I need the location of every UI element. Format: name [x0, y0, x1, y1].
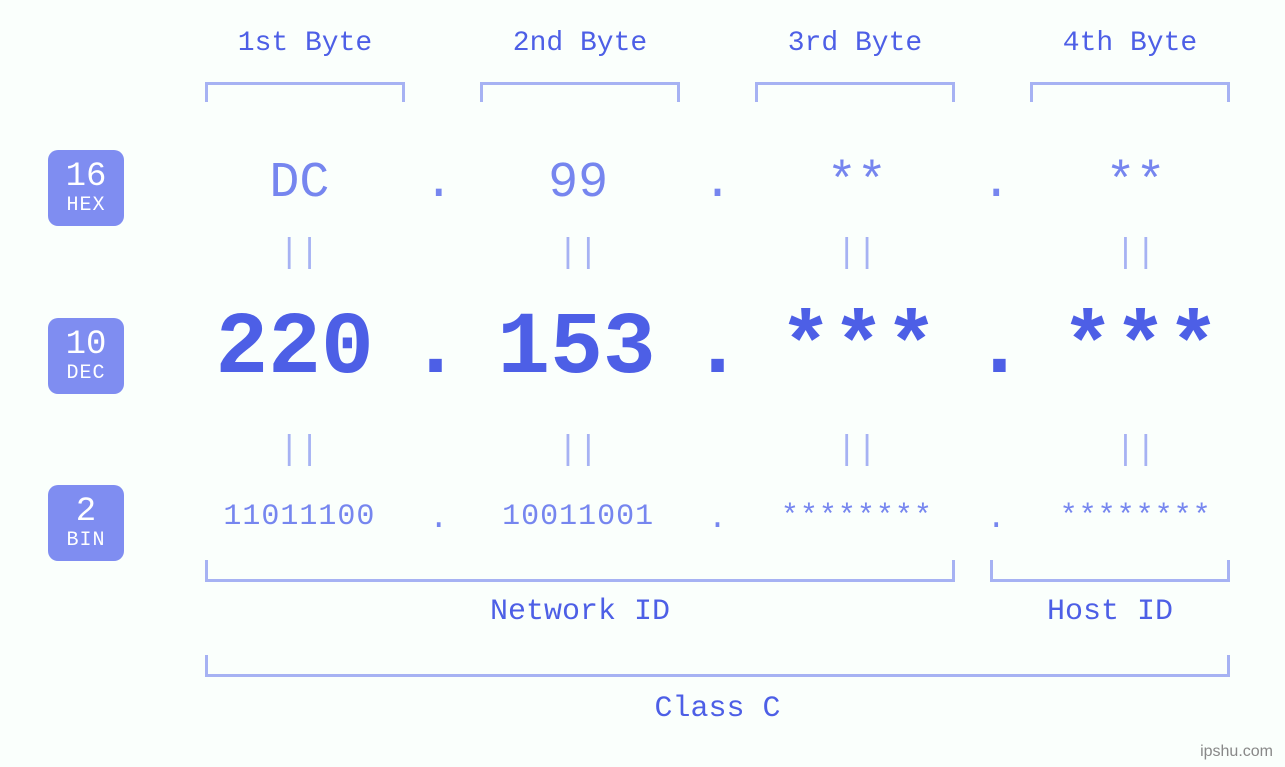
badge-hex-txt: HEX: [66, 195, 105, 216]
hex-row: DC . 99 . ** . **: [180, 155, 1255, 212]
badge-bin: 2 BIN: [48, 485, 124, 561]
class-label: Class C: [205, 692, 1230, 726]
dec-byte-3: ***: [744, 300, 973, 399]
byte-header-3: 3rd Byte: [755, 28, 955, 59]
watermark-text: ipshu.com: [1200, 743, 1273, 761]
hex-byte-1: DC: [180, 155, 419, 212]
byte-bracket-4: [1030, 82, 1230, 102]
hex-byte-2: 99: [459, 155, 698, 212]
bin-byte-2: 10011001: [459, 500, 698, 537]
equals-icon: ||: [1016, 432, 1255, 470]
badge-hex-num: 16: [66, 160, 107, 196]
hex-byte-4: **: [1016, 155, 1255, 212]
dot-icon: .: [973, 300, 1026, 399]
badge-hex: 16 HEX: [48, 150, 124, 226]
badge-dec-txt: DEC: [66, 363, 105, 384]
equals-icon: ||: [1016, 235, 1255, 273]
dot-icon: .: [976, 500, 1016, 537]
dot-icon: .: [698, 500, 738, 537]
equals-row-2: || || || ||: [180, 432, 1255, 470]
bin-row: 11011100 . 10011001 . ******** . *******…: [180, 500, 1255, 537]
byte-bracket-2: [480, 82, 680, 102]
byte-bracket-1: [205, 82, 405, 102]
bin-byte-3: ********: [738, 500, 977, 537]
byte-bracket-3: [755, 82, 955, 102]
host-id-bracket: [990, 560, 1230, 582]
byte-header-2: 2nd Byte: [480, 28, 680, 59]
dec-byte-1: 220: [180, 300, 409, 399]
dot-icon: .: [419, 155, 459, 212]
dot-icon: .: [419, 500, 459, 537]
dec-row: 220 . 153 . *** . ***: [180, 300, 1255, 399]
badge-bin-num: 2: [76, 495, 96, 531]
bin-byte-1: 11011100: [180, 500, 419, 537]
equals-icon: ||: [180, 235, 419, 273]
dot-icon: .: [409, 300, 462, 399]
badge-dec-num: 10: [66, 328, 107, 364]
dot-icon: .: [698, 155, 738, 212]
equals-icon: ||: [180, 432, 419, 470]
badge-bin-txt: BIN: [66, 530, 105, 551]
equals-icon: ||: [738, 235, 977, 273]
dot-icon: .: [976, 155, 1016, 212]
byte-header-1: 1st Byte: [205, 28, 405, 59]
badge-dec: 10 DEC: [48, 318, 124, 394]
hex-byte-3: **: [738, 155, 977, 212]
network-id-label: Network ID: [205, 595, 955, 629]
network-id-bracket: [205, 560, 955, 582]
equals-icon: ||: [459, 235, 698, 273]
equals-row-1: || || || ||: [180, 235, 1255, 273]
host-id-label: Host ID: [990, 595, 1230, 629]
bin-byte-4: ********: [1016, 500, 1255, 537]
class-bracket: [205, 655, 1230, 677]
dec-byte-2: 153: [462, 300, 691, 399]
equals-icon: ||: [459, 432, 698, 470]
dot-icon: .: [691, 300, 744, 399]
dec-byte-4: ***: [1026, 300, 1255, 399]
byte-header-4: 4th Byte: [1030, 28, 1230, 59]
equals-icon: ||: [738, 432, 977, 470]
